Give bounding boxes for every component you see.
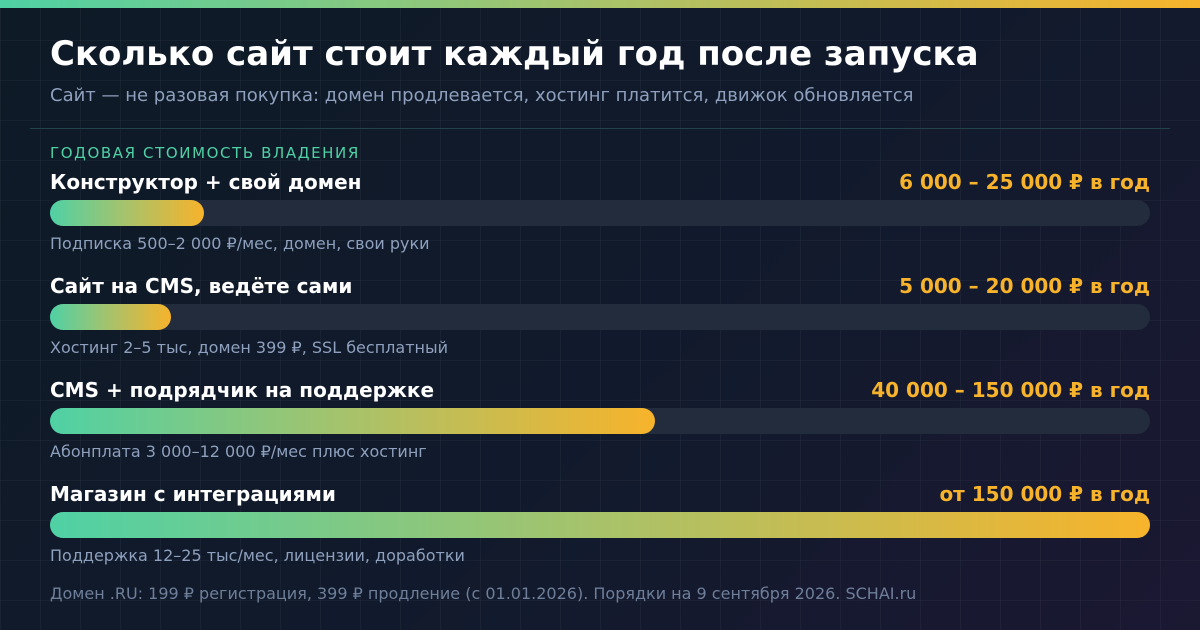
bar-fill [50,200,204,226]
bar-row: Сайт на CMS, ведёте сами 5 000 – 20 000 … [50,274,1150,362]
bar-fill [50,304,171,330]
bar-category-label: Магазин с интеграциями [50,482,336,506]
bar-row: CMS + подрядчик на поддержке 40 000 – 15… [50,378,1150,466]
section-label: ГОДОВАЯ СТОИМОСТЬ ВЛАДЕНИЯ [50,144,360,162]
bar-category-label: Конструктор + свой домен [50,170,362,194]
footer-note: Домен .RU: 199 ₽ регистрация, 399 ₽ прод… [50,584,917,603]
bar-track [50,304,1150,330]
top-accent-stripe [0,0,1200,8]
bar-value-label: 6 000 – 25 000 ₽ в год [899,170,1150,194]
bar-note: Поддержка 12–25 тыс/мес, лицензии, дораб… [50,546,465,565]
bar-note: Хостинг 2–5 тыс, домен 399 ₽, SSL беспла… [50,338,448,357]
bar-value-label: от 150 000 ₽ в год [939,482,1150,506]
page-title: Сколько сайт стоит каждый год после запу… [50,34,979,74]
bar-category-label: CMS + подрядчик на поддержке [50,378,435,402]
bar-track [50,512,1150,538]
bar-row: Конструктор + свой домен 6 000 – 25 000 … [50,170,1150,258]
bar-note: Подписка 500–2 000 ₽/мес, домен, свои ру… [50,234,430,253]
bar-value-label: 40 000 – 150 000 ₽ в год [871,378,1150,402]
bar-value-label: 5 000 – 20 000 ₽ в год [899,274,1150,298]
bar-row: Магазин с интеграциями от 150 000 ₽ в го… [50,482,1150,570]
page-subtitle: Сайт — не разовая покупка: домен продлев… [50,85,914,106]
bar-track [50,200,1150,226]
bar-note: Абонплата 3 000–12 000 ₽/мес плюс хостин… [50,442,427,461]
bar-category-label: Сайт на CMS, ведёте сами [50,274,353,298]
bar-fill [50,512,1150,538]
bar-fill [50,408,655,434]
bar-track [50,408,1150,434]
header-divider [30,128,1170,129]
